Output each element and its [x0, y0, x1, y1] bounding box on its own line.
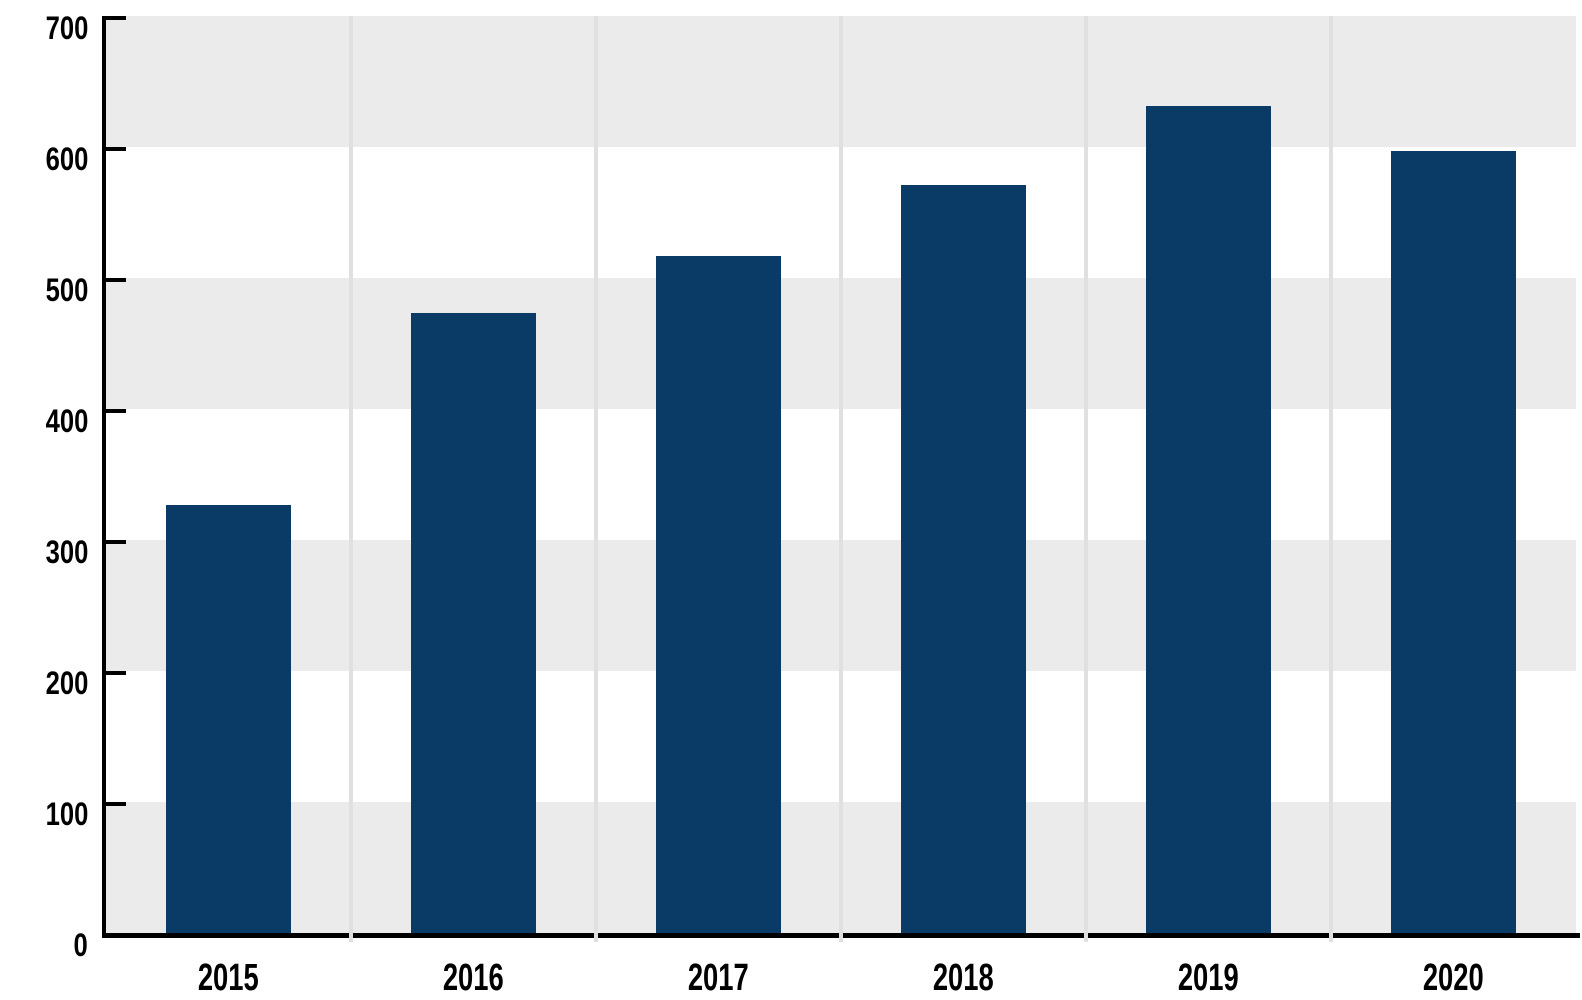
- y-tick-label-0: 0: [73, 927, 88, 963]
- category-separator-gridline: [349, 16, 353, 942]
- y-axis-tick-200: [106, 671, 126, 675]
- bar-2018: [901, 185, 1026, 933]
- y-tick-label-600: 600: [45, 141, 88, 177]
- bar-2017: [656, 255, 781, 933]
- bar-2020: [1391, 150, 1516, 933]
- x-tick-label-2020: 2020: [1423, 957, 1484, 999]
- x-tick-label-2018: 2018: [933, 957, 994, 999]
- category-separator-gridline: [839, 16, 843, 942]
- y-axis-line: [102, 16, 106, 938]
- bar-2019: [1146, 106, 1271, 933]
- y-axis-tick-400: [106, 409, 126, 413]
- category-separator-gridline: [1084, 16, 1088, 942]
- x-tick-label-2015: 2015: [198, 957, 259, 999]
- x-tick-label-2016: 2016: [443, 957, 504, 999]
- plot-area: [102, 16, 1580, 942]
- x-tick-label-2019: 2019: [1178, 957, 1239, 999]
- bar-2016: [411, 313, 536, 933]
- y-tick-label-200: 200: [45, 665, 88, 701]
- category-separator-gridline: [1329, 16, 1333, 942]
- y-tick-label-700: 700: [45, 10, 88, 46]
- y-axis-tick-100: [106, 802, 126, 806]
- y-axis-tick-700: [106, 16, 126, 20]
- y-tick-label-100: 100: [45, 796, 88, 832]
- bar-2015: [166, 504, 291, 933]
- y-tick-label-300: 300: [45, 534, 88, 570]
- y-tick-label-500: 500: [45, 272, 88, 308]
- y-tick-label-400: 400: [45, 403, 88, 439]
- category-separator-gridline: [594, 16, 598, 942]
- y-axis-tick-500: [106, 278, 126, 282]
- y-axis-tick-600: [106, 147, 126, 151]
- x-tick-label-2017: 2017: [688, 957, 749, 999]
- y-axis-tick-300: [106, 540, 126, 544]
